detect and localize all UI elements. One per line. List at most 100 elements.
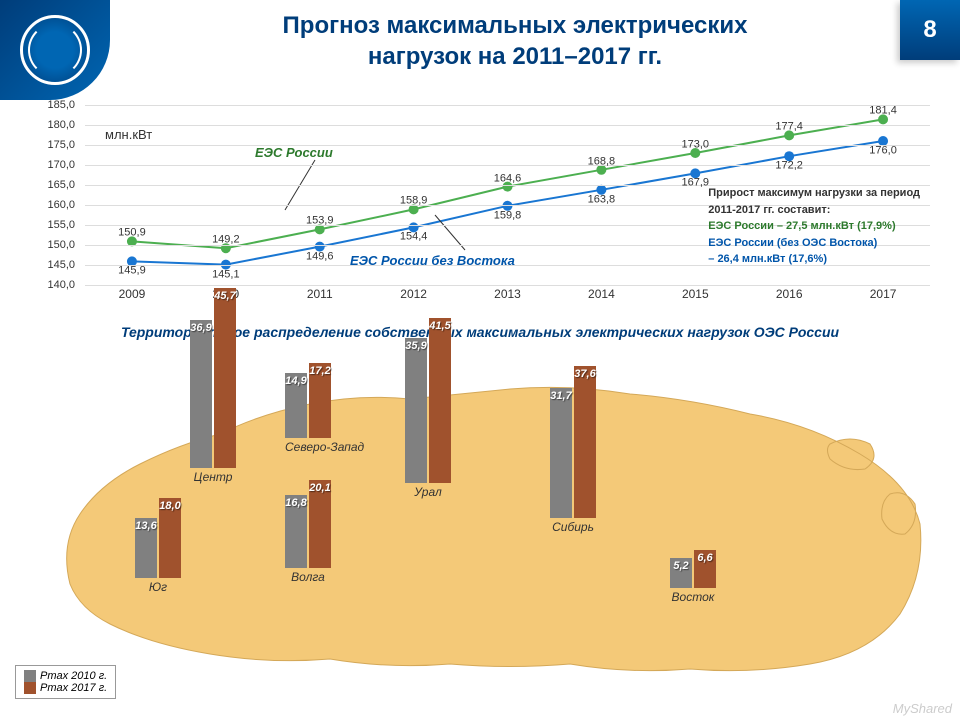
legend-row-2017: Pmax 2017 г. (24, 682, 107, 694)
bar-value: 6,6 (697, 552, 712, 564)
bar-2017: 45,7 (214, 288, 236, 468)
data-label: 150,9 (118, 227, 146, 239)
region-group: 16,820,1 Волга (285, 480, 331, 584)
gridline (85, 145, 930, 146)
data-label: 153,9 (306, 215, 334, 227)
y-tick: 155,0 (47, 219, 75, 231)
legend-row-2010: Pmax 2010 г. (24, 670, 107, 682)
annot-blue2: – 26,4 млн.кВт (17,6%) (708, 251, 920, 268)
logo-icon (20, 15, 90, 85)
bar-value: 16,8 (285, 497, 306, 509)
legend-label-2010: Pmax 2010 г. (40, 670, 107, 682)
data-label: 181,4 (869, 105, 897, 117)
page-number: 8 (900, 0, 960, 60)
x-tick: 2012 (367, 287, 461, 301)
data-label: 167,9 (682, 177, 710, 189)
bar-value: 17,2 (309, 365, 330, 377)
bar-value: 36,9 (190, 322, 211, 334)
bar-2010: 14,9 (285, 373, 307, 438)
gridline (85, 105, 930, 106)
annot-header: Прирост максимум нагрузки за период (708, 185, 920, 202)
bar-value: 45,7 (214, 290, 235, 302)
title-line2: нагрузок на 2011–2017 гг. (368, 43, 662, 70)
region-name: Сибирь (550, 520, 596, 534)
data-label: 154,4 (400, 231, 428, 243)
map-container: Pmax 2010 г. Pmax 2017 г. 13,618,0Юг36,9… (10, 344, 950, 704)
line-chart: 140,0145,0150,0155,0160,0165,0170,0175,0… (30, 105, 930, 315)
y-tick: 140,0 (47, 279, 75, 291)
x-tick: 2009 (85, 287, 179, 301)
bar-2017: 20,1 (309, 480, 331, 568)
region-name: Центр (190, 470, 236, 484)
x-tick: 2011 (273, 287, 367, 301)
x-tick: 2013 (461, 287, 555, 301)
region-group: 36,9 45,7 Центр (190, 288, 236, 484)
bar-2017: 6,6 (694, 550, 716, 588)
y-tick: 165,0 (47, 179, 75, 191)
bar-2010: 5,2 (670, 558, 692, 588)
annot-blue1: ЕЭС России (без ОЭС Востока) (708, 235, 920, 252)
title-line1: Прогноз максимальных электрических (283, 12, 748, 39)
bar-value: 20,1 (309, 482, 330, 494)
bar-pair: 36,9 45,7 (190, 288, 236, 468)
y-tick: 175,0 (47, 139, 75, 151)
bar-value: 13,6 (135, 520, 156, 532)
annot-green: ЕЭС России – 27,5 млн.кВт (17,9%) (708, 218, 920, 235)
region-name: Северо-Запад (285, 440, 364, 454)
bar-2010: 16,8 (285, 495, 307, 568)
series-label-ees: ЕЭС России (255, 145, 333, 160)
bar-pair: 35,941,5 (405, 318, 451, 483)
x-tick: 2016 (742, 287, 836, 301)
bar-pair: 16,820,1 (285, 480, 331, 568)
bar-value: 37,6 (574, 368, 595, 380)
legend: Pmax 2010 г. Pmax 2017 г. (15, 665, 116, 699)
region-name: Волга (285, 570, 331, 584)
y-tick: 185,0 (47, 99, 75, 111)
data-label: 145,9 (118, 265, 146, 277)
legend-label-2017: Pmax 2017 г. (40, 682, 107, 694)
x-tick: 2017 (836, 287, 930, 301)
bar-value: 35,9 (405, 340, 426, 352)
data-label: 163,8 (588, 193, 616, 205)
gridline (85, 285, 930, 286)
x-tick: 2014 (554, 287, 648, 301)
series-label-ees-novostok: ЕЭС России без Востока (350, 253, 515, 268)
bar-value: 5,2 (673, 560, 688, 572)
region-group: 13,618,0Юг (135, 498, 181, 594)
title-box: Прогноз максимальных электрических нагру… (110, 0, 900, 100)
logo-box (0, 0, 110, 100)
bar-value: 14,9 (285, 375, 306, 387)
region-name: Юг (135, 580, 181, 594)
data-label: 173,0 (682, 139, 710, 151)
annot-period: 2011-2017 гг. составит: (708, 202, 920, 219)
region-group: 35,941,5Урал (405, 318, 451, 499)
y-tick: 145,0 (47, 259, 75, 271)
header: Прогноз максимальных электрических нагру… (0, 0, 960, 100)
bar-2010: 36,9 (190, 320, 212, 468)
data-label: 168,8 (588, 155, 616, 167)
bar-pair: 31,737,6 (550, 366, 596, 518)
region-name: Восток (670, 590, 716, 604)
annotation: Прирост максимум нагрузки за период 2011… (708, 185, 920, 268)
bar-2017: 37,6 (574, 366, 596, 518)
data-label: 164,6 (494, 172, 522, 184)
data-label: 159,8 (494, 209, 522, 221)
slide: Прогноз максимальных электрических нагру… (0, 0, 960, 720)
gridline (85, 165, 930, 166)
bar-pair: 5,2 6,6 (670, 550, 716, 588)
data-label: 149,6 (306, 250, 334, 262)
bar-2017: 41,5 (429, 318, 451, 483)
data-label: 172,2 (775, 160, 803, 172)
gridline (85, 125, 930, 126)
y-tick: 170,0 (47, 159, 75, 171)
region-group: 5,2 6,6 Восток (670, 550, 716, 604)
y-tick: 160,0 (47, 199, 75, 211)
bar-value: 31,7 (550, 390, 571, 402)
bar-2010: 13,6 (135, 518, 157, 578)
data-label: 176,0 (869, 145, 897, 157)
legend-swatch-2017 (24, 682, 36, 694)
region-group: 14,917,2 Северо-Запад (285, 363, 364, 454)
region-group: 31,737,6 Сибирь (550, 366, 596, 534)
bar-pair: 14,917,2 (285, 363, 364, 438)
bar-2017: 17,2 (309, 363, 331, 438)
